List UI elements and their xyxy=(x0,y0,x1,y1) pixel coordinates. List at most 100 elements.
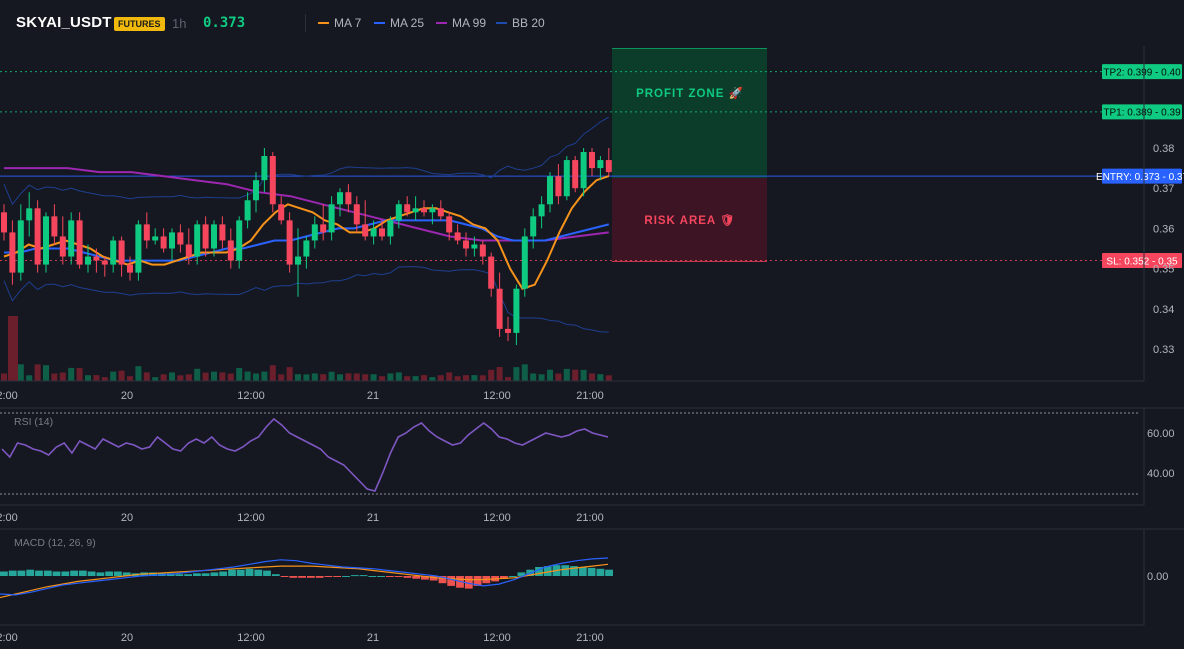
macd-histogram-bar xyxy=(350,575,359,577)
macd-histogram-bar xyxy=(263,570,271,576)
volume-bar xyxy=(421,375,427,381)
volume-bar xyxy=(227,373,234,381)
volume-bar xyxy=(479,375,486,381)
volume-bar xyxy=(202,372,209,381)
profit-zone xyxy=(612,48,767,178)
candle-body xyxy=(160,236,167,249)
candle-body xyxy=(1,212,7,233)
volume-bar xyxy=(118,370,125,381)
volume-bar xyxy=(488,369,495,381)
macd-histogram-bar xyxy=(43,570,52,576)
header-divider xyxy=(305,14,306,32)
candle-body xyxy=(421,208,427,213)
timeframe-label[interactable]: 1h xyxy=(172,16,187,31)
time-tick-label: 20 xyxy=(121,390,133,402)
macd-histogram-bar xyxy=(70,570,78,576)
candle-body xyxy=(269,156,276,205)
macd-histogram-bar xyxy=(26,569,35,576)
rsi-tick-label: 40.00 xyxy=(1147,468,1175,480)
level-tag-label: SL: 0.352 - 0.35 xyxy=(1106,256,1178,267)
rsi-line xyxy=(1,417,609,492)
candle-body xyxy=(34,208,41,265)
volume-bar xyxy=(597,374,604,381)
macd-histogram-bar xyxy=(280,576,289,577)
legend-ma99[interactable]: MA 99 xyxy=(436,16,486,30)
bb-lower-line xyxy=(3,266,609,333)
level-tag-label: TP2: 0.399 - 0.40 xyxy=(1103,67,1181,78)
macd-histogram-bar xyxy=(87,571,96,576)
price-tick-label: 0.34 xyxy=(1153,304,1174,316)
candle-body xyxy=(437,208,444,217)
candle-body xyxy=(412,208,419,213)
volume-bar xyxy=(303,374,310,381)
price-tick-label: 0.35 xyxy=(1153,264,1174,276)
volume-bar xyxy=(135,366,142,381)
macd-histogram-bar xyxy=(105,571,114,576)
candle-body xyxy=(135,224,142,273)
macd-histogram-bar xyxy=(508,576,517,577)
candle-body xyxy=(303,240,310,257)
ma25-swatch-icon xyxy=(374,22,385,24)
macd-histogram-bar xyxy=(271,574,280,576)
macd-histogram-bar xyxy=(561,565,570,576)
ma99-line xyxy=(4,167,609,242)
volume-bar xyxy=(353,373,360,381)
legend-ma7[interactable]: MA 7 xyxy=(318,16,361,30)
legend-ma25[interactable]: MA 25 xyxy=(374,16,424,30)
price-tick-label: 0.36 xyxy=(1153,223,1174,235)
volume-bar xyxy=(17,364,24,381)
macd-histogram-bar xyxy=(421,576,429,580)
symbol-title[interactable]: SKYAI_USDT xyxy=(16,14,112,31)
macd-histogram-bar xyxy=(52,571,61,576)
rsi-tick-label: 60.00 xyxy=(1147,428,1175,440)
candle-body xyxy=(379,228,385,237)
volume-bar xyxy=(59,372,66,381)
candle-body xyxy=(328,204,335,233)
candle-body xyxy=(118,240,125,265)
candle-body xyxy=(446,216,453,233)
macd-histogram-bar xyxy=(596,568,605,576)
volume-bar xyxy=(395,372,402,381)
volume-bar xyxy=(110,371,117,381)
macd-histogram-bar xyxy=(35,570,43,576)
legend-bb20[interactable]: BB 20 xyxy=(496,16,545,30)
macd-panel: MACD (12, 26, 9) 0.00 12:00 20 12:00 21 12:0… xyxy=(0,528,1184,644)
ma7-swatch-icon xyxy=(318,22,329,24)
risk-zone-label: RISK AREA 🛡 xyxy=(644,213,735,227)
candle-body xyxy=(337,192,343,205)
candle-body xyxy=(513,288,520,333)
candle-body xyxy=(521,236,528,289)
candle-body xyxy=(101,260,108,265)
legend-ma7-label: MA 7 xyxy=(334,16,362,30)
macd-histogram-bar xyxy=(254,569,263,576)
macd-histogram-bar xyxy=(210,572,219,576)
volume-bar xyxy=(563,368,570,381)
macd-histogram-bar xyxy=(447,576,456,586)
volume-bar xyxy=(244,371,251,381)
candle-body xyxy=(185,244,192,257)
volume-bar xyxy=(446,372,453,381)
price-tick-label: 0.38 xyxy=(1153,143,1174,155)
candle-body xyxy=(530,216,537,237)
macd-histogram-bar xyxy=(605,569,613,576)
candle-body xyxy=(236,220,243,261)
time-tick-label: 21 xyxy=(367,390,379,402)
time-tick-label: 12:00 xyxy=(237,390,265,402)
level-tag-label: TP1: 0.389 - 0.39 xyxy=(1103,108,1181,119)
candle-body xyxy=(219,224,226,241)
candle-body xyxy=(93,256,100,261)
candle-body xyxy=(76,220,83,265)
volume-bar xyxy=(76,368,83,381)
volume-bar xyxy=(572,369,579,381)
volume-bar xyxy=(496,367,503,381)
volume-bar xyxy=(605,375,612,381)
time-tick-label: 21 xyxy=(367,632,379,644)
volume-bar xyxy=(169,372,175,381)
candle-body xyxy=(211,224,217,249)
candle-body xyxy=(605,160,612,173)
legend-bb20-label: BB 20 xyxy=(512,16,545,30)
time-tick-label: 12:00 xyxy=(0,390,18,402)
level-tag-label: ENTRY: 0.373 - 0.37 xyxy=(1096,172,1184,183)
candle-body xyxy=(479,244,486,257)
